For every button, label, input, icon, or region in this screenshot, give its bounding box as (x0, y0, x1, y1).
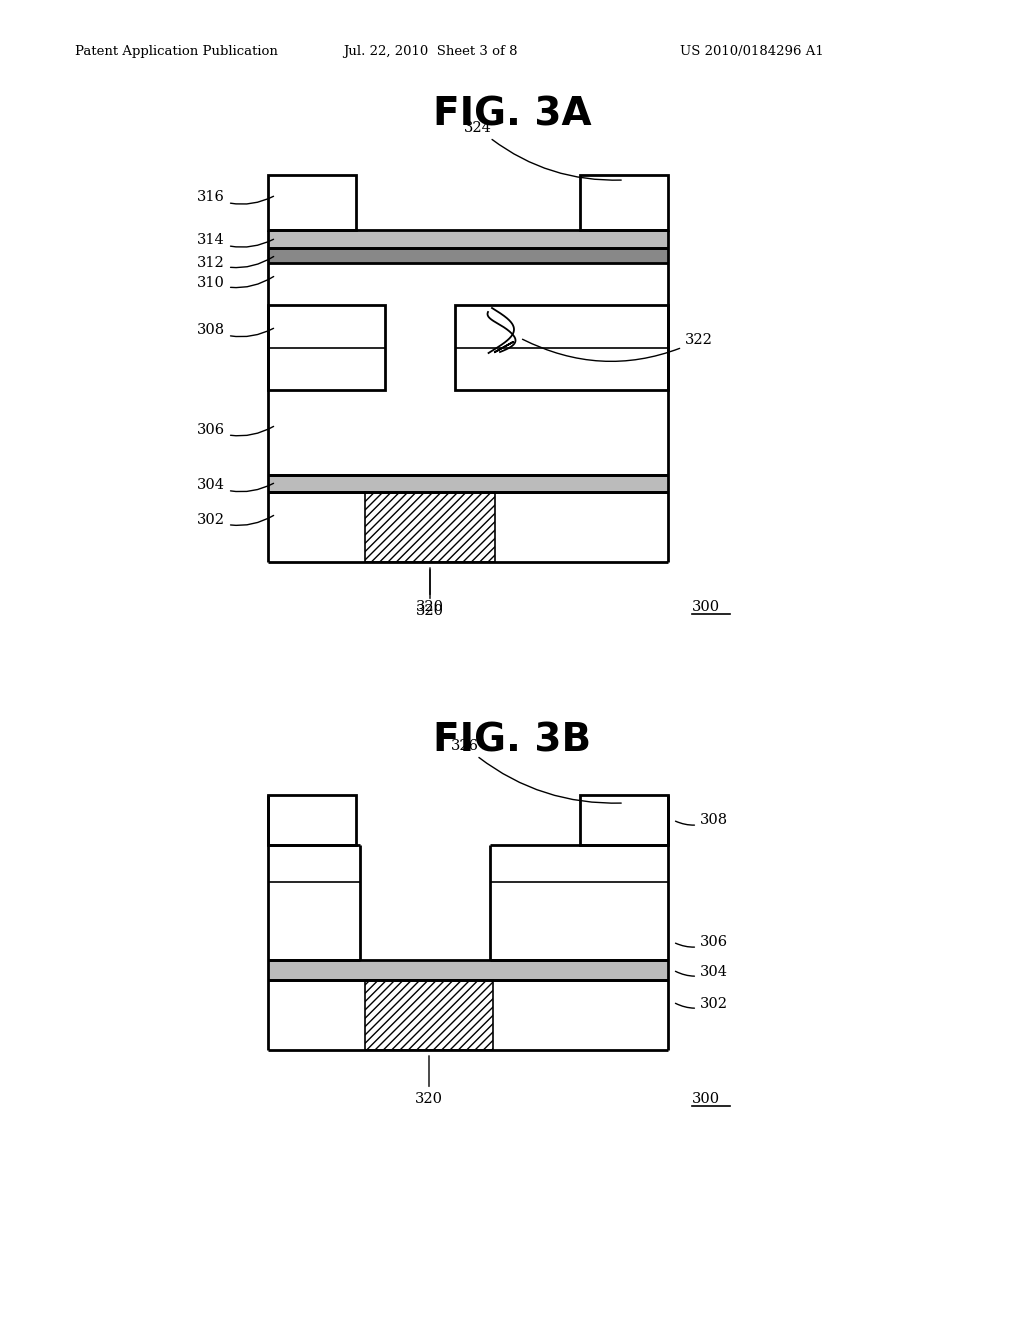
Bar (268, 248, 668, 263)
Bar (580, 176, 668, 230)
Text: 300: 300 (692, 601, 720, 614)
Text: 312: 312 (198, 256, 273, 271)
Text: FIG. 3B: FIG. 3B (433, 721, 591, 759)
Bar (268, 176, 356, 230)
Text: Jul. 22, 2010  Sheet 3 of 8: Jul. 22, 2010 Sheet 3 of 8 (343, 45, 517, 58)
Text: 314: 314 (198, 234, 273, 247)
Bar (268, 960, 668, 979)
Bar (455, 305, 668, 389)
Text: FIG. 3A: FIG. 3A (433, 96, 591, 135)
Text: 316: 316 (198, 190, 273, 205)
Bar (268, 305, 385, 389)
Text: 308: 308 (676, 813, 728, 828)
Text: 302: 302 (197, 513, 273, 527)
Bar (268, 795, 356, 845)
Text: 320: 320 (416, 570, 444, 614)
Text: 320: 320 (416, 568, 444, 618)
Text: 310: 310 (198, 276, 273, 290)
Bar (268, 475, 668, 492)
Bar (268, 230, 668, 248)
Text: 304: 304 (197, 478, 273, 492)
Text: 302: 302 (676, 997, 728, 1011)
Text: 304: 304 (676, 965, 728, 979)
Text: 326: 326 (451, 739, 622, 803)
Bar (365, 492, 495, 562)
Text: Patent Application Publication: Patent Application Publication (75, 45, 278, 58)
Bar (580, 795, 668, 845)
Text: 308: 308 (197, 323, 273, 337)
Text: 324: 324 (464, 121, 622, 180)
Text: 320: 320 (415, 1056, 443, 1106)
Text: US 2010/0184296 A1: US 2010/0184296 A1 (680, 45, 823, 58)
Bar (365, 979, 493, 1049)
Text: 306: 306 (197, 422, 273, 437)
Text: 300: 300 (692, 1092, 720, 1106)
Text: 306: 306 (676, 935, 728, 949)
Text: 322: 322 (522, 333, 713, 362)
